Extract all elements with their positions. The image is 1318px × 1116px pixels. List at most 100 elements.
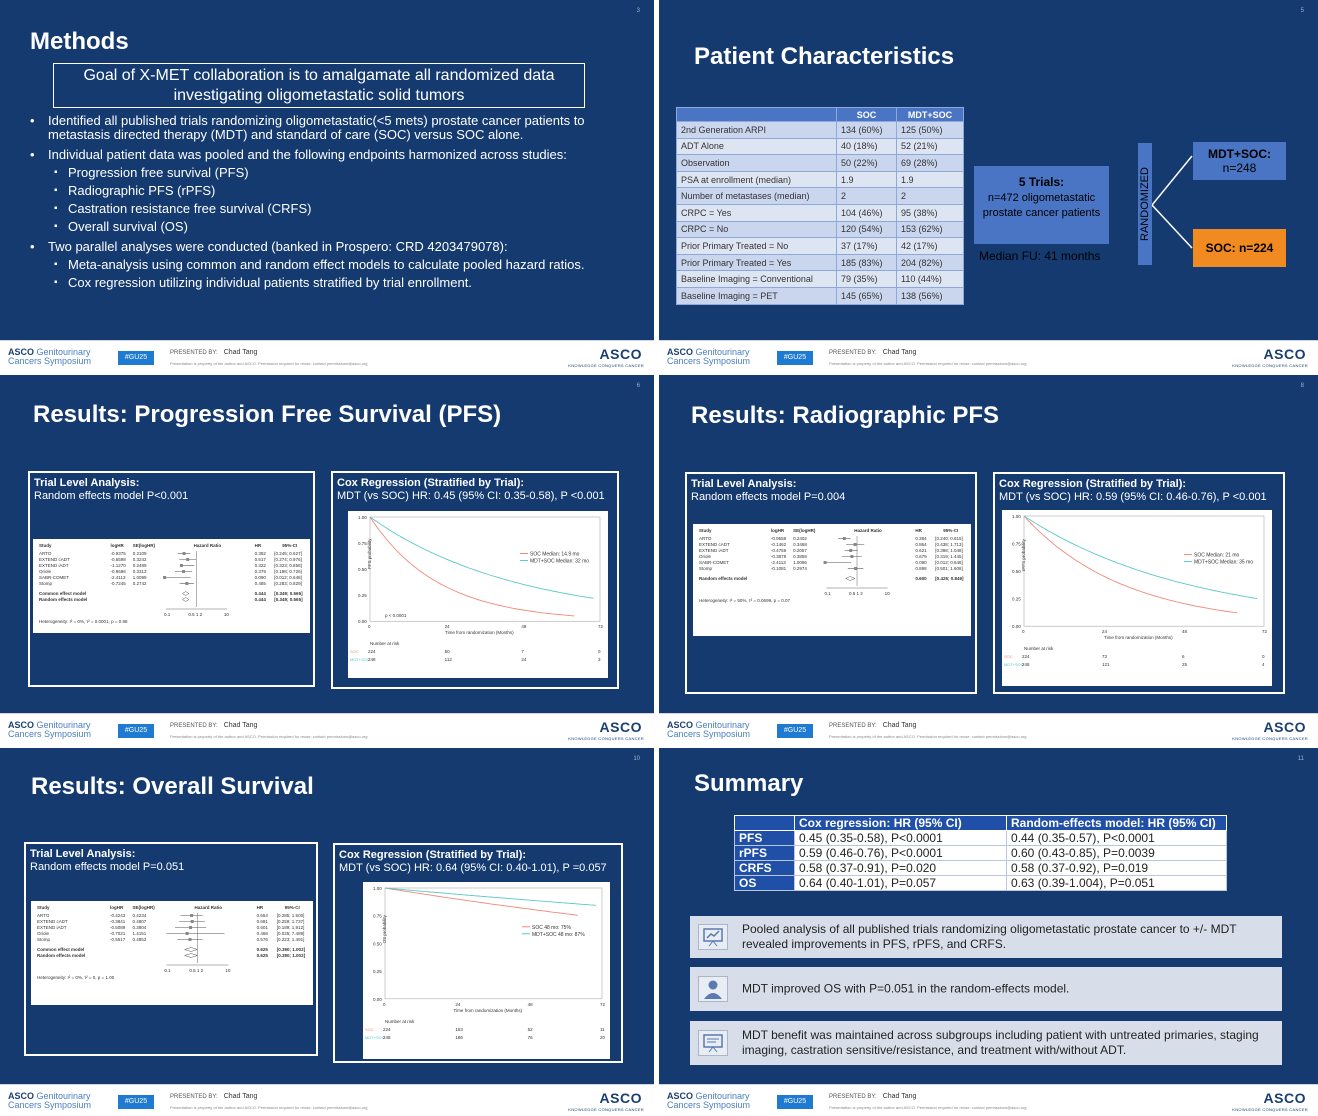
page-number: 8 xyxy=(1300,383,1304,389)
asco-logo: ASCO xyxy=(1263,719,1306,735)
km-ytick: 0.25 xyxy=(358,593,367,598)
forest-ci: [0.501; 1.608] xyxy=(935,566,963,571)
page-number: 6 xyxy=(636,383,640,389)
table-cell: 40 (18%) xyxy=(836,137,897,156)
forest-tick: 10 xyxy=(224,612,230,617)
presentation-board-icon xyxy=(698,1030,728,1056)
forest-study: Stomp xyxy=(37,937,51,942)
forest-col-header: Hazard Ratio xyxy=(194,543,222,548)
forest-ci: [0.283; 0.829] xyxy=(274,581,302,586)
summary-point: MDT improved OS with P=0.051 in the rand… xyxy=(690,967,1282,1011)
km-xtick: 24 xyxy=(1102,629,1108,634)
km-ytick: 0.00 xyxy=(358,619,367,624)
km-xtick: 0 xyxy=(368,624,371,629)
km-risk-value: 224 xyxy=(383,1027,391,1032)
forest-col-header: 95%-CI xyxy=(285,905,300,910)
forest-se: 0.4807 xyxy=(133,919,147,924)
slide-pfs[interactable]: 6 Results: Progression Free Survival (PF… xyxy=(0,375,654,745)
randomized-bar xyxy=(1138,143,1152,265)
table-cell: 0.63 (0.39-1.004), P=0.051 xyxy=(1006,875,1227,891)
forest-point xyxy=(842,537,846,540)
bullet: Identified all published trials randomiz… xyxy=(30,114,630,142)
footer-note: Presentation is property of the author a… xyxy=(829,361,1027,366)
forest-col-header: SE(logHR) xyxy=(793,528,816,533)
km-legend-label: MDT+SOC Median: 35 mo xyxy=(1194,560,1253,566)
table-cell: 2 xyxy=(836,187,897,205)
km-risk-value: 3 xyxy=(598,657,601,662)
footer-note: Presentation is property of the author a… xyxy=(829,1105,1027,1110)
asco-logo: ASCO xyxy=(1263,1090,1306,1106)
forest-se: 0.4234 xyxy=(133,913,147,918)
table-cell: 0.45 (0.35-0.58), P<0.0001 xyxy=(794,830,1007,846)
forest-hr: 0.384 xyxy=(915,536,927,541)
table-cell: 69 (28%) xyxy=(896,154,964,172)
forest-ci: [0.012; 0.648] xyxy=(274,575,302,580)
km-ytick: 1.00 xyxy=(358,515,367,520)
km-plot: 1.00 0.75 0.50 0.25 0.00 0 24 48 72 OS probabilit… xyxy=(363,882,610,1059)
forest-se: 0.3858 xyxy=(793,554,807,559)
trial-level-panel: Trial Level Analysis: Random effects mode… xyxy=(28,471,315,687)
slide-rpfs[interactable]: 8 Results: Radiographic PFS Trial Level … xyxy=(659,375,1318,745)
forest-point xyxy=(185,932,189,935)
km-frame xyxy=(1023,515,1265,627)
sub-bullet: Progression free survival (PFS) xyxy=(30,166,630,181)
asco-tagline: KNOWLEDGE CONQUERS CANCER xyxy=(1232,363,1308,368)
sub-bullet: Overall survival (OS) xyxy=(30,220,630,235)
forest-se: 0.2742 xyxy=(133,581,147,586)
forest-study: ARTO xyxy=(699,536,712,541)
table-cell: PFS xyxy=(734,830,795,846)
slide-methods[interactable]: 3 Methods Goal of X-MET collaboration is… xyxy=(0,0,654,372)
arm-mdt-box: MDT+SOC: n=248 xyxy=(1193,142,1286,180)
summary-point: Pooled analysis of all published trials … xyxy=(690,916,1282,958)
km-legend-label: MDT+SOC 48 mo: 87% xyxy=(532,932,585,938)
km-curve xyxy=(369,516,575,617)
forest-tick: 0.5 1 2 xyxy=(188,612,202,617)
forest-point xyxy=(182,570,186,573)
km-risk-value: 11 xyxy=(600,1027,605,1032)
sub-bullet: Castration resistance free survival (CRF… xyxy=(30,202,630,217)
footer-note: Presentation is property of the author a… xyxy=(170,734,368,739)
forest-summary-label: Random effects model xyxy=(37,953,85,958)
arrow-lines xyxy=(1152,155,1193,249)
km-risk-label: SOC xyxy=(1004,654,1013,659)
forest-point xyxy=(849,549,853,552)
km-risk-value: 0 xyxy=(1262,654,1265,659)
forest-summary-ci: [0.425; 0.849] xyxy=(935,576,964,581)
forest-point xyxy=(854,567,858,570)
forest-heterogeneity: Heterogeneity: I² = 50%, τ² = 0.0699, p … xyxy=(699,598,790,603)
goal-box: Goal of X-MET collaboration is to amalga… xyxy=(53,63,585,108)
km-risk-value: 224 xyxy=(1022,654,1030,659)
km-ytick: 0.75 xyxy=(373,914,382,919)
forest-se: 0.4853 xyxy=(133,937,147,942)
slide-title: Results: Overall Survival xyxy=(31,773,314,800)
arm-soc-box: SOC: n=224 xyxy=(1193,229,1286,267)
summary-point-text: MDT benefit was maintained across subgro… xyxy=(742,1028,1259,1057)
forest-col-header: Hazard Ratio xyxy=(195,905,223,910)
forest-study: Oriole xyxy=(39,569,52,574)
sub-bullet: Radiographic PFS (rPFS) xyxy=(30,184,630,199)
table-cell: Baseline Imaging = Conventional xyxy=(676,270,837,288)
forest-svg: Study logHR SE(logHR) Hazard Ratio HR 95%-CI A… xyxy=(699,528,964,603)
km-frame xyxy=(384,887,603,1000)
forest-loghr: -0.5089 xyxy=(110,925,126,930)
table-header: Cox regression: HR (95% CI) xyxy=(794,815,1007,831)
forest-loghr: -2.4113 xyxy=(771,560,786,565)
forest-study: ARTO xyxy=(37,913,50,918)
footer-note: Presentation is property of the author a… xyxy=(829,734,1027,739)
forest-point xyxy=(186,558,190,561)
km-ytick: 1.00 xyxy=(1012,514,1021,519)
forest-study: SABR-COMET xyxy=(699,560,729,565)
cox-panel: Cox Regression (Stratified by Trial): MDT… xyxy=(331,471,619,689)
km-risk-title: Number at risk xyxy=(370,641,400,646)
forest-point xyxy=(190,920,194,923)
table-cell: PSA at enrollment (median) xyxy=(676,170,837,189)
forest-study: EXTEND cADT xyxy=(39,557,70,562)
km-risk-value: 73 xyxy=(1102,654,1108,659)
km-xtick: 24 xyxy=(455,1002,461,1007)
km-xtick: 72 xyxy=(598,624,604,629)
slide-os[interactable]: 10 Results: Overall Survival Trial Level… xyxy=(0,748,654,1116)
forest-hr: 0.681 xyxy=(257,919,269,924)
forest-diamond xyxy=(182,591,190,596)
table-row: Observation 50 (22%) 69 (28%) xyxy=(676,154,964,172)
trials-text: n=472 oligometastatic prostate cancer pa… xyxy=(982,192,1101,219)
